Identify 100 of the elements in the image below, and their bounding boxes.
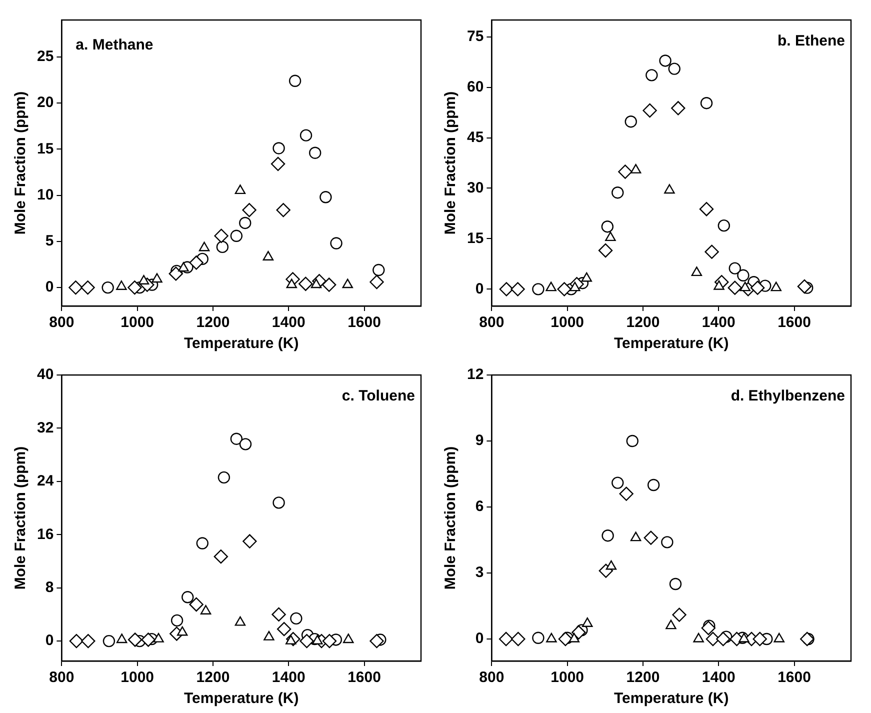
- point: [68, 280, 83, 295]
- point: [624, 116, 637, 128]
- point: [499, 282, 514, 296]
- y-tick-label: 75: [466, 28, 484, 45]
- x-axis-title: Temperature (K): [184, 690, 299, 708]
- x-tick-label: 1000: [550, 314, 584, 332]
- point: [242, 202, 256, 218]
- x-tick-label: 800: [479, 669, 504, 686]
- point: [168, 266, 184, 281]
- point: [647, 478, 660, 492]
- point: [264, 630, 274, 640]
- x-tick-label: 800: [49, 314, 74, 332]
- y-tick-label: 20: [36, 94, 54, 112]
- point: [370, 634, 384, 648]
- point: [196, 537, 208, 550]
- x-axis-title: Temperature (K): [614, 335, 729, 352]
- point: [669, 578, 682, 590]
- point: [272, 496, 285, 509]
- x-tick-label: 1400: [702, 314, 736, 332]
- point: [626, 434, 638, 448]
- y-tick-label: 0: [45, 632, 54, 650]
- point: [141, 632, 156, 647]
- point: [102, 281, 114, 294]
- point: [664, 184, 675, 194]
- point: [276, 622, 292, 636]
- y-tick-label: 10: [36, 186, 54, 204]
- point: [370, 274, 384, 290]
- point: [230, 432, 243, 445]
- point: [718, 219, 730, 232]
- y-tick-label: 15: [466, 230, 484, 247]
- point: [704, 244, 719, 259]
- point: [170, 614, 184, 627]
- point: [770, 282, 782, 292]
- x-tick-label: 1400: [272, 669, 306, 686]
- point: [630, 164, 642, 174]
- y-tick-label: 24: [36, 472, 54, 490]
- point: [288, 74, 302, 87]
- y-axis-title: Mole Fraction (ppm): [12, 446, 30, 590]
- x-tick-label: 1000: [120, 314, 154, 332]
- y-tick-label: 45: [466, 128, 484, 146]
- y-tick-label: 16: [36, 526, 54, 543]
- point: [214, 228, 228, 243]
- point: [176, 626, 188, 636]
- point: [270, 156, 286, 172]
- point: [774, 632, 784, 642]
- point: [510, 282, 525, 296]
- point: [230, 230, 243, 242]
- point: [272, 607, 286, 622]
- point: [69, 634, 84, 648]
- point: [102, 634, 116, 648]
- point: [308, 146, 322, 159]
- x-tick-label: 1200: [626, 314, 660, 332]
- point: [242, 534, 257, 548]
- x-tick-label: 800: [479, 314, 504, 332]
- point: [262, 251, 274, 260]
- x-tick-label: 1400: [272, 314, 306, 332]
- y-tick-label: 9: [475, 432, 484, 450]
- point: [342, 278, 353, 288]
- point: [644, 530, 658, 545]
- point: [200, 605, 212, 614]
- y-tick-label: 12: [466, 366, 484, 384]
- point: [728, 262, 741, 274]
- point: [300, 634, 314, 648]
- point: [618, 164, 632, 179]
- point: [728, 280, 742, 295]
- point: [605, 232, 616, 242]
- point: [272, 142, 285, 154]
- x-tick-label: 1000: [550, 669, 584, 686]
- y-axis-title: Mole Fraction (ppm): [442, 91, 460, 235]
- x-tick-label: 1600: [778, 314, 811, 332]
- point: [671, 101, 686, 116]
- point: [312, 634, 323, 644]
- point: [81, 634, 96, 648]
- y-tick-label: 40: [36, 366, 54, 384]
- point: [322, 278, 336, 292]
- point: [498, 632, 514, 646]
- point: [582, 618, 593, 627]
- point: [300, 129, 312, 142]
- x-tick-label: 1200: [196, 669, 230, 686]
- point: [239, 216, 252, 230]
- x-tick-label: 1400: [702, 669, 736, 686]
- x-tick-label: 1000: [120, 669, 154, 686]
- point: [701, 620, 716, 636]
- point: [128, 280, 142, 295]
- point: [572, 625, 586, 640]
- point: [290, 612, 302, 625]
- y-tick-label: 0: [475, 280, 484, 298]
- y-tick-label: 6: [475, 498, 484, 516]
- point: [234, 184, 246, 194]
- y-tick-label: 0: [45, 278, 54, 296]
- text: a. Methane: [76, 36, 154, 54]
- y-tick-label: 30: [466, 179, 484, 196]
- point: [532, 632, 544, 644]
- point: [661, 536, 674, 548]
- point: [666, 620, 676, 630]
- point: [581, 272, 592, 282]
- point: [152, 273, 162, 283]
- y-tick-label: 32: [36, 419, 54, 436]
- x-tick-label: 800: [49, 669, 74, 686]
- text: b. Ethene: [777, 32, 845, 50]
